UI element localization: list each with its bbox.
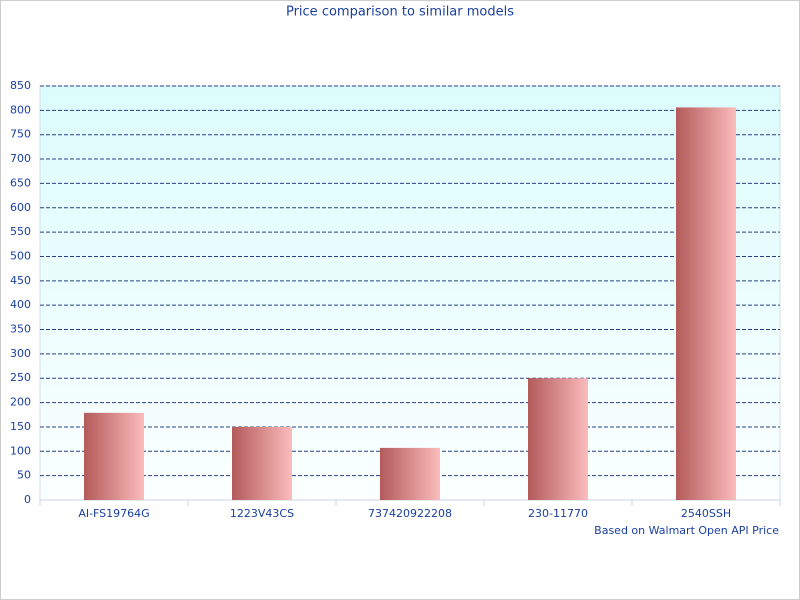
y-tick-label: 250 [10,371,31,384]
y-tick-label: 100 [10,444,31,457]
bar [676,107,736,500]
y-tick-label: 150 [10,420,31,433]
y-tick-label: 700 [10,152,31,165]
y-tick-label: 0 [24,493,31,506]
y-tick-label: 450 [10,274,31,287]
y-tick-label: 400 [10,298,31,311]
bar [528,378,588,500]
y-tick-label: 300 [10,347,31,360]
x-tick-label: AI-FS19764G [78,507,149,520]
y-tick-label: 500 [10,249,31,262]
y-tick-label: 750 [10,128,31,141]
y-tick-label: 200 [10,396,31,409]
chart-title: Price comparison to similar models [286,5,514,20]
y-tick-label: 50 [17,469,31,482]
x-tick-label: 1223V43CS [230,507,294,520]
x-tick-label: 2540SSH [681,507,731,520]
bar [84,412,144,500]
annotation: Based on Walmart Open API Price [594,524,779,537]
bar [380,447,440,500]
y-tick-label: 800 [10,103,31,116]
x-tick-label: 737420922208 [368,507,452,520]
y-tick-label: 350 [10,323,31,336]
bar [232,426,292,500]
x-tick-label: 230-11770 [528,507,588,520]
y-tick-label: 550 [10,225,31,238]
y-tick-label: 600 [10,201,31,214]
y-tick-label: 850 [10,79,31,92]
y-tick-label: 650 [10,176,31,189]
plot-area [39,85,781,501]
